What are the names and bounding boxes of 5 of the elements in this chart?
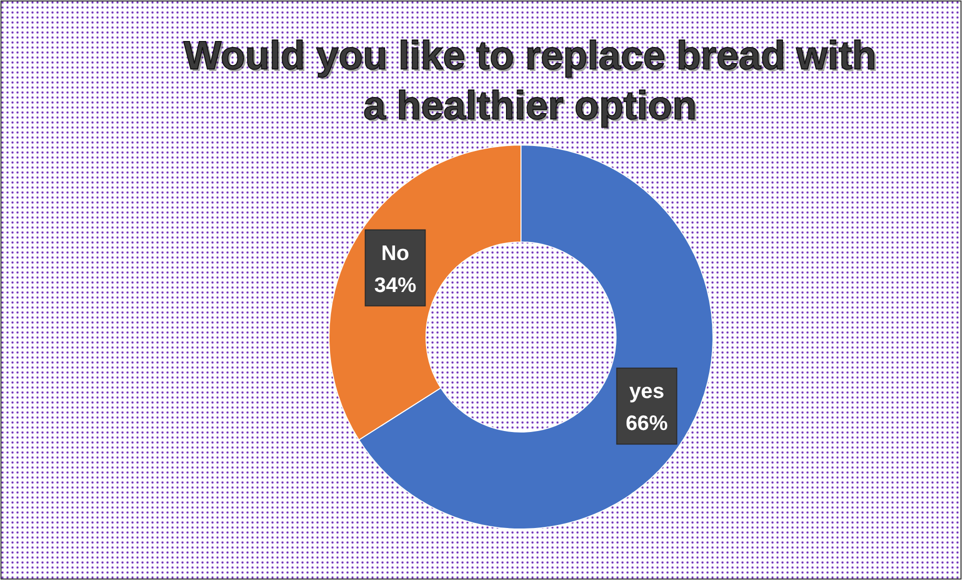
data-label: 34% [374,274,417,297]
slice-label: yes [629,380,664,404]
data-label: 66% [626,412,668,436]
chart-title: Would you like to replace bread with a healthier option [184,34,876,130]
slice-label: No [381,242,410,265]
